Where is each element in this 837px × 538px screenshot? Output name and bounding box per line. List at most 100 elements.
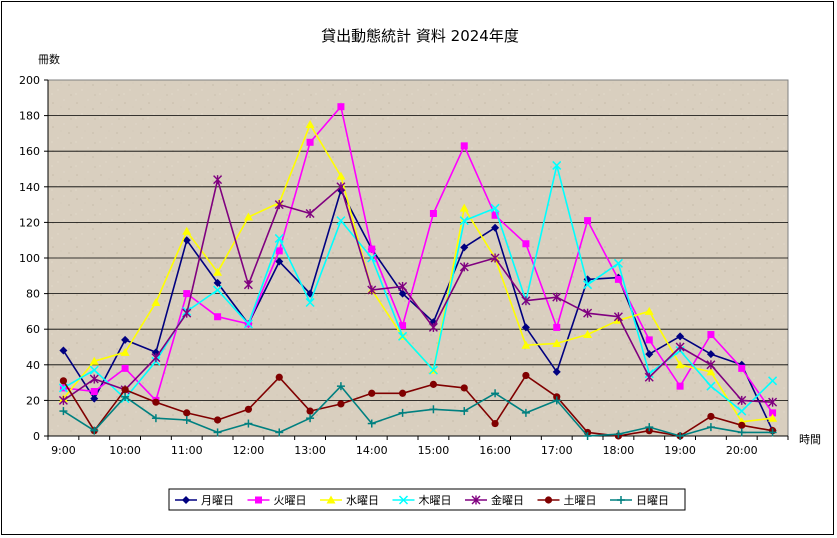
data-point [368,245,376,253]
data-point [398,331,408,341]
data-point [151,353,161,363]
x-tick-label: 9:00 [51,444,76,457]
data-point [676,332,685,341]
data-point [336,182,346,192]
data-point [121,364,129,372]
x-tick-label: 13:00 [294,444,326,457]
data-point [460,142,468,150]
data-point [151,414,160,423]
legend-label: 木曜日 [419,494,452,507]
data-point [583,432,592,440]
data-point [182,236,191,245]
data-point [398,281,408,291]
data-point [768,376,778,386]
legend-marker [617,496,625,504]
data-point [737,406,747,416]
data-point [368,389,376,397]
data-point [459,262,469,272]
data-point [274,233,284,243]
legend-label: 火曜日 [274,494,307,507]
data-point [398,408,407,417]
x-tick-label: 17:00 [541,444,573,457]
data-point [305,297,315,308]
data-point [213,278,222,287]
data-point [552,338,562,347]
data-point [399,322,407,330]
data-point [737,395,747,405]
data-point [367,253,377,263]
y-tick-label: 180 [19,110,40,123]
legend-label: 土曜日 [564,494,597,507]
data-point [59,346,68,355]
data-point [213,416,222,424]
data-point [707,331,715,339]
data-point [613,258,623,268]
data-point [644,306,654,315]
data-point [59,377,68,385]
legend-marker [398,495,409,505]
data-point [676,382,684,390]
data-point [645,423,654,432]
data-point [336,171,346,180]
data-point [584,217,592,225]
data-point [275,428,284,437]
series-4 [58,175,778,407]
legend-marker [182,496,190,504]
x-tick-label: 16:00 [479,444,511,457]
y-axis-ticks: 0 20 40 60 80 100 120 140 160 180 200 [19,74,49,443]
legend-item: 水曜日 [320,494,379,507]
series-6 [59,382,777,440]
data-point [521,323,530,332]
data-point [706,360,716,370]
data-point [367,419,376,428]
series-line [62,178,773,403]
data-point [583,280,593,290]
data-point [398,389,407,397]
data-point [491,389,500,398]
data-point [367,285,377,295]
data-point [336,216,346,226]
data-point [459,216,469,226]
data-point [706,367,716,376]
data-point [583,308,593,318]
data-point [243,212,253,221]
legend-label: 水曜日 [346,494,379,507]
data-point [89,374,99,384]
data-point [614,430,623,439]
data-point [182,308,192,318]
data-point [460,384,468,392]
data-point [552,367,561,376]
data-point [769,409,777,417]
data-point [491,211,499,219]
data-point [737,428,746,437]
legend: 月曜日 火曜日 水曜日 木曜日 金曜日 土曜日 日曜日 [175,493,669,507]
data-point [553,323,561,331]
data-point [738,421,746,429]
data-point [521,340,531,349]
data-point [491,419,499,428]
legend-label: 金曜日 [491,493,524,507]
data-point [337,400,345,408]
data-point [89,365,99,375]
data-point [552,160,562,170]
data-point [90,394,99,403]
data-point [213,428,222,437]
data-point [183,290,191,298]
data-point [645,336,653,344]
series-group [58,103,778,440]
data-point [429,380,438,388]
y-tick-label: 20 [26,394,40,407]
data-point [213,175,223,185]
y-tick-label: 140 [19,181,40,194]
x-tick-label: 14:00 [356,444,388,457]
data-point [275,247,283,255]
data-point [460,407,469,416]
data-point [152,398,160,406]
y-tick-label: 0 [33,430,40,443]
data-point [58,395,68,405]
data-point [275,373,283,381]
data-point [768,397,778,407]
y-tick-label: 120 [19,216,40,229]
gridlines [48,115,788,401]
